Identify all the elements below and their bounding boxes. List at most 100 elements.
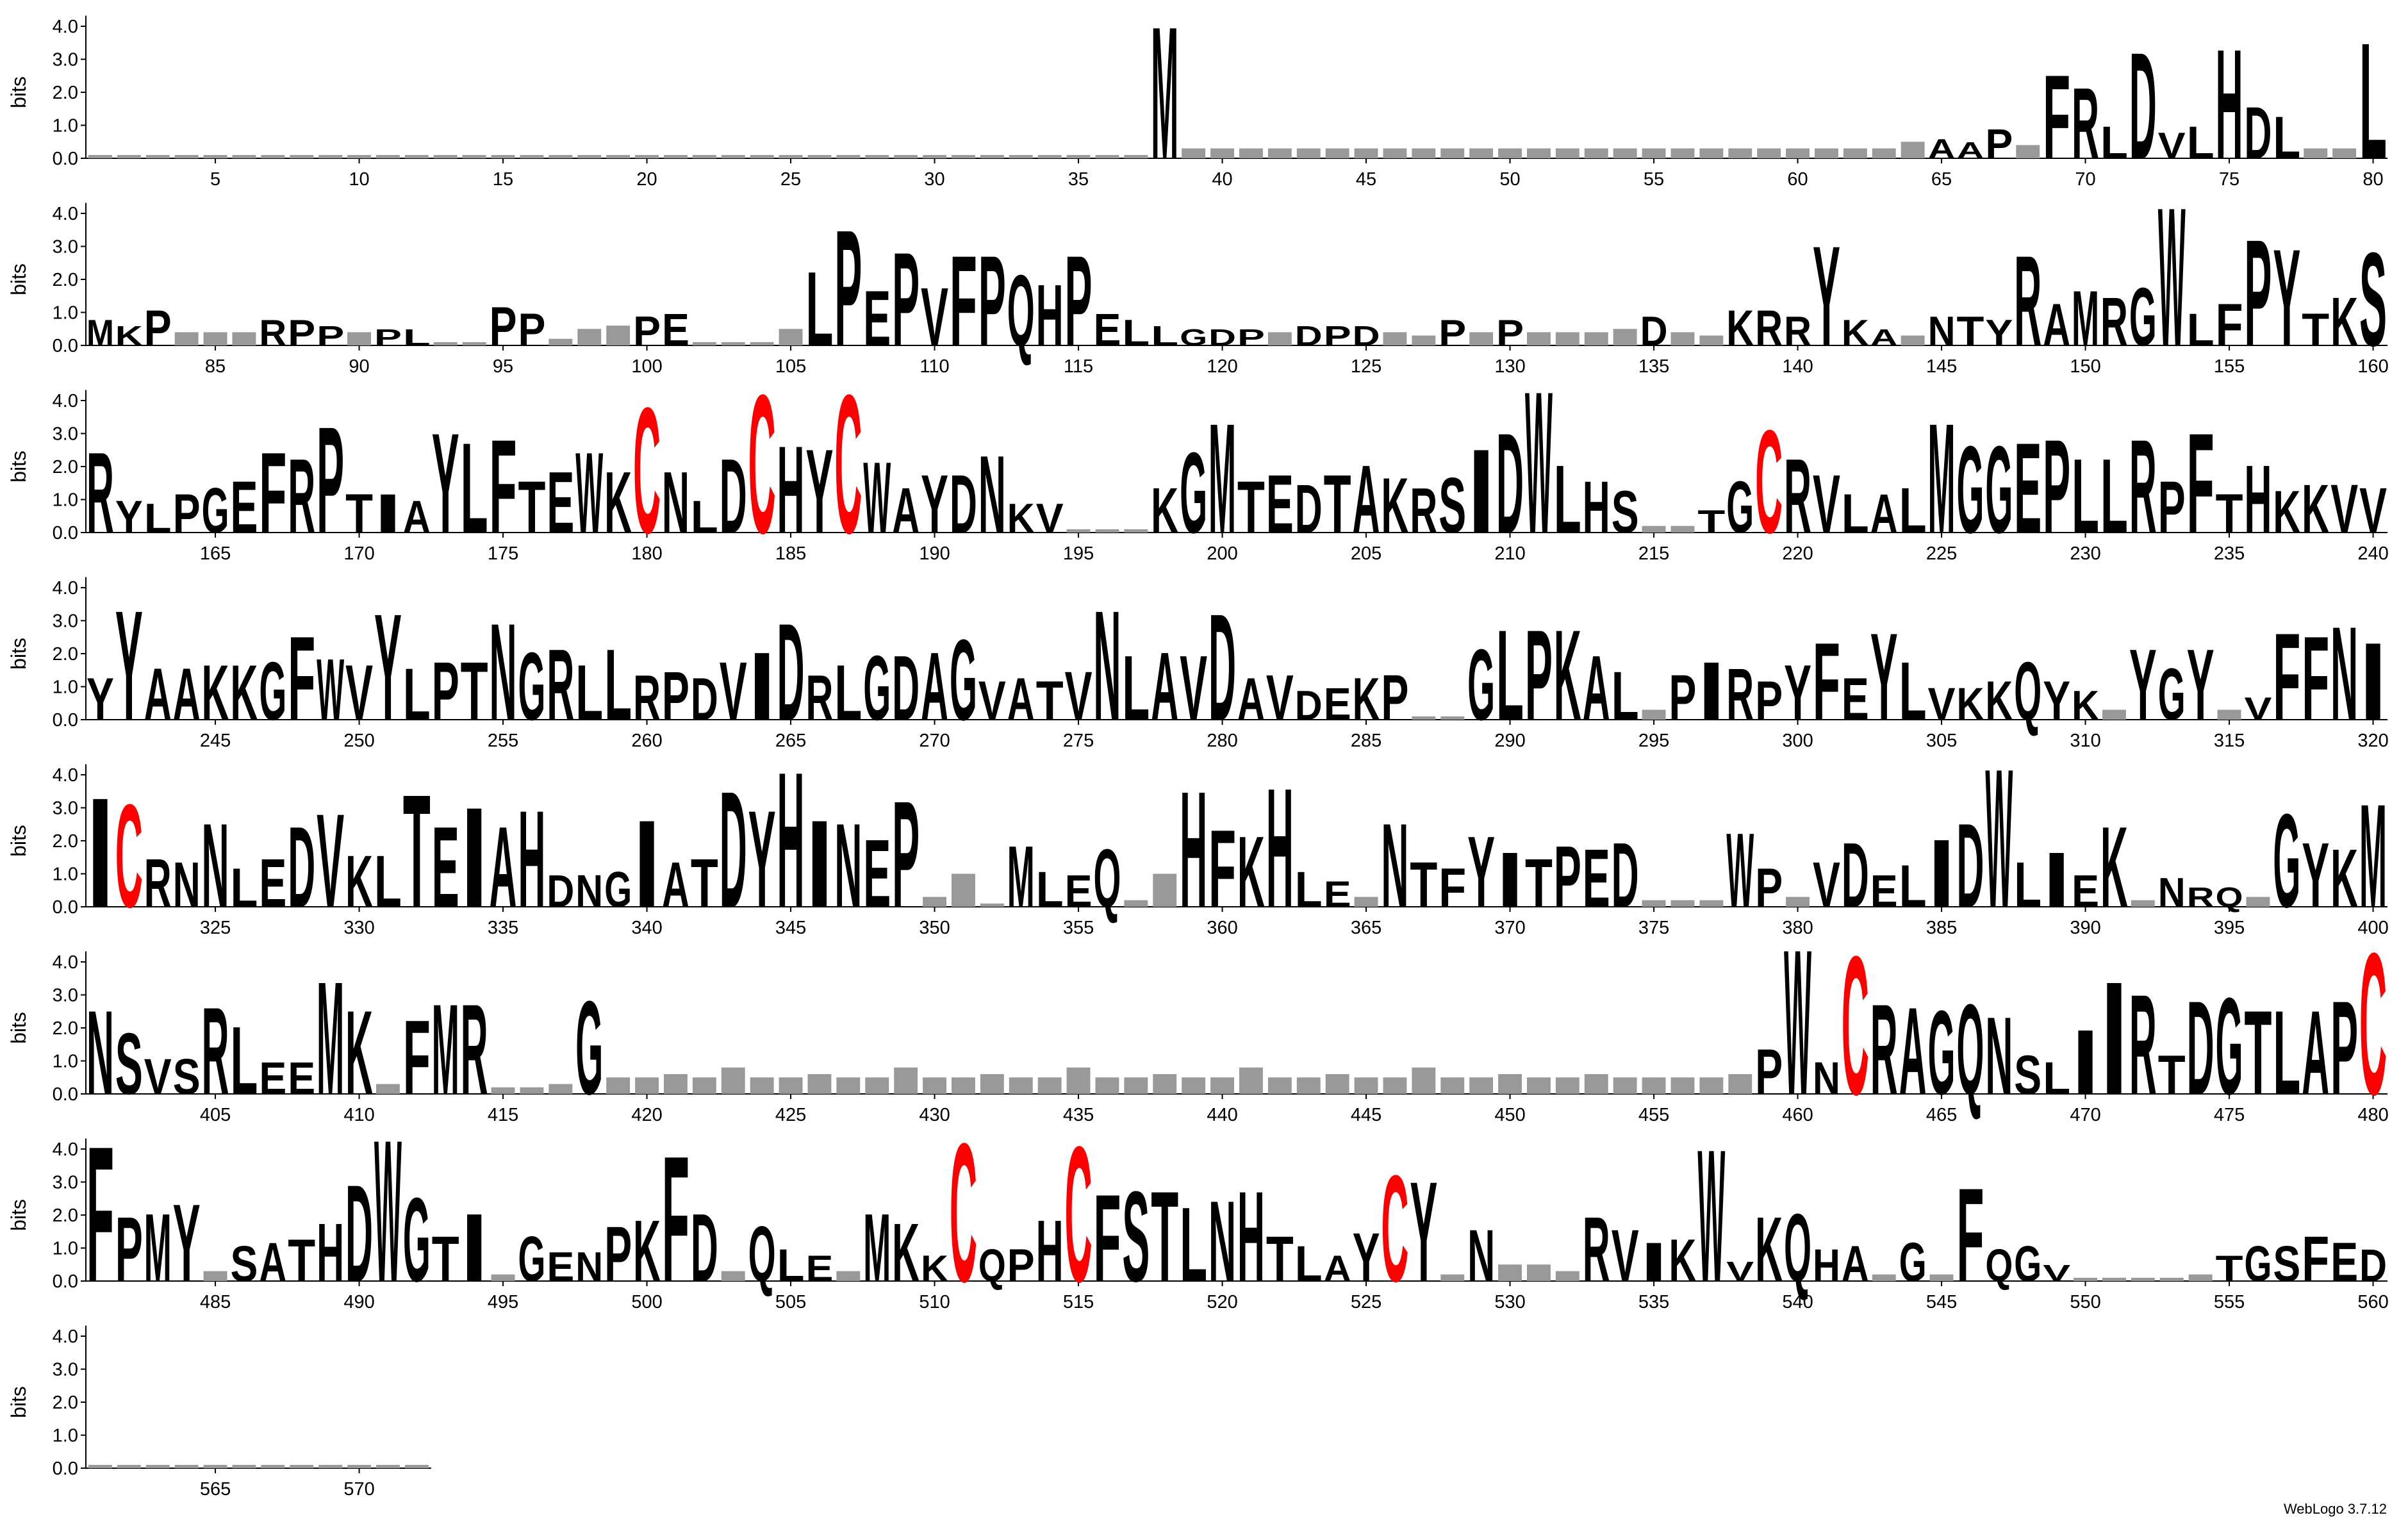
y-tick-label: 4.0	[53, 952, 78, 973]
letter: P	[518, 304, 546, 356]
letter: S	[1439, 463, 1466, 550]
letter: L	[403, 325, 431, 351]
minor-stack	[433, 342, 458, 345]
minor-stack	[203, 1464, 227, 1468]
x-tick-label: 395	[2214, 918, 2245, 938]
letter: E	[662, 304, 689, 356]
minor-stack	[1555, 332, 1579, 345]
x-tick-label: 260	[631, 731, 662, 751]
letter: L	[1899, 474, 1927, 547]
x-tick-label: 425	[775, 1105, 806, 1125]
letter: H	[1813, 1240, 1840, 1291]
x-tick-label: 40	[1212, 169, 1232, 190]
letter: P	[2043, 412, 2070, 561]
letter: N	[1208, 1178, 1236, 1306]
letter: P	[1324, 321, 1351, 352]
letter: P	[1381, 661, 1409, 734]
minor-stack	[2332, 148, 2357, 158]
letter: P	[317, 321, 344, 352]
letter: P	[1755, 670, 1783, 731]
letter: Y	[806, 425, 834, 559]
minor-stack	[520, 154, 544, 158]
letter: L	[1036, 861, 1064, 918]
letter: G	[2216, 969, 2243, 1123]
letter: Q	[1985, 1240, 2013, 1291]
x-tick-label: 570	[343, 1479, 374, 1500]
minor-stack	[635, 1077, 659, 1094]
letter: A	[2302, 986, 2329, 1120]
letter: W	[2158, 167, 2186, 388]
letter: G	[2273, 786, 2300, 935]
letter: K	[345, 841, 373, 923]
x-tick-label: 110	[919, 356, 949, 377]
letter: R	[1784, 309, 1811, 355]
letter: T	[461, 646, 488, 738]
minor-stack	[491, 1274, 515, 1281]
letter: T	[345, 483, 373, 544]
y-tick-label: 1.0	[53, 116, 78, 136]
x-tick-label: 85	[205, 356, 226, 377]
letter: Y	[921, 459, 948, 551]
letter: D	[691, 666, 718, 733]
letter: T	[1151, 1166, 1178, 1309]
x-tick-label: 75	[2219, 169, 2239, 190]
letter: T	[1324, 459, 1351, 551]
letter: F	[259, 429, 286, 558]
x-tick-label: 15	[493, 169, 513, 190]
letter: M	[87, 313, 114, 354]
letter: S	[115, 1016, 143, 1113]
letter: P	[374, 325, 402, 351]
letter: G	[2129, 272, 2157, 364]
letter: D	[1208, 325, 1236, 351]
letter: T	[1237, 467, 1265, 549]
minor-stack	[1239, 1067, 1263, 1094]
letter: G	[863, 637, 891, 740]
letter: W	[575, 429, 603, 558]
x-tick-label: 235	[2214, 543, 2245, 564]
letter: R	[202, 982, 229, 1121]
letter: V	[1036, 496, 1064, 542]
minor-stack	[1124, 1077, 1148, 1094]
letter: D	[1640, 309, 1668, 355]
letter: H	[317, 1207, 344, 1300]
minor-stack	[923, 154, 946, 158]
letter: A	[662, 848, 689, 921]
minor-stack	[1383, 1077, 1407, 1094]
x-tick-label: 500	[631, 1292, 662, 1312]
letter: E	[1324, 679, 1351, 730]
minor-stack	[1901, 142, 1925, 158]
x-tick-label: 435	[1063, 1105, 1094, 1125]
x-tick-label: 135	[1638, 356, 1669, 377]
letter: D	[345, 1156, 373, 1311]
y-tick-label: 0.0	[53, 1084, 78, 1105]
minor-stack	[1699, 1077, 1724, 1094]
letter: P	[317, 395, 344, 565]
x-tick-label: 445	[1351, 1105, 1381, 1125]
minor-stack	[290, 1464, 314, 1468]
x-tick-label: 95	[493, 356, 513, 377]
y-tick-label: 4.0	[53, 1327, 78, 1347]
minor-stack	[174, 154, 199, 158]
letter: I	[1467, 425, 1495, 559]
minor-stack	[1296, 1077, 1321, 1094]
letter: G	[1726, 467, 1754, 549]
x-tick-label: 420	[631, 1105, 662, 1125]
minor-stack	[1469, 1077, 1494, 1094]
minor-stack	[1843, 148, 1867, 158]
minor-stack	[635, 154, 659, 158]
x-tick-label: 215	[1638, 543, 1669, 564]
letter: R	[1870, 979, 1898, 1122]
letter: P	[633, 309, 661, 355]
letter: I	[461, 1195, 488, 1302]
y-axis-label: bits	[7, 1012, 30, 1044]
y-axis-label: bits	[7, 1199, 30, 1231]
letter: E	[1583, 833, 1610, 925]
minor-stack	[347, 154, 371, 158]
minor-stack	[1440, 1077, 1465, 1094]
minor-stack	[1210, 1077, 1234, 1094]
x-tick-label: 125	[1351, 356, 1381, 377]
x-tick-label: 245	[200, 731, 231, 751]
letter: A	[1842, 1235, 1869, 1292]
minor-stack	[1555, 1077, 1579, 1094]
minor-stack	[1642, 525, 1666, 533]
